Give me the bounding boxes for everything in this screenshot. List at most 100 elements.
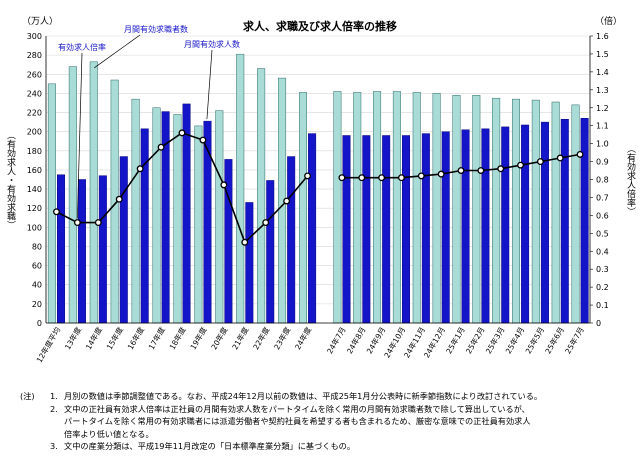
bar-job-offers bbox=[342, 135, 351, 324]
bar-job-offers bbox=[308, 133, 317, 324]
left-tick-label: 120 bbox=[27, 204, 42, 213]
right-tick-label: 0.4 bbox=[596, 247, 609, 256]
x-tick-label: 24年度 bbox=[292, 325, 313, 352]
bar-job-offers bbox=[580, 118, 589, 324]
ratio-marker bbox=[338, 174, 346, 182]
note-number: 2. bbox=[50, 403, 58, 414]
chart-title: 求人、求職及び求人倍率の推移 bbox=[243, 19, 397, 33]
x-tick-label: 19年度 bbox=[188, 325, 209, 352]
left-tick-label: 0 bbox=[37, 319, 42, 328]
callout-leader bbox=[77, 52, 83, 219]
right-tick-label: 0.8 bbox=[596, 176, 609, 185]
ratio-marker bbox=[94, 219, 102, 226]
note-text: 文中の正社員有効求人倍率は正社員の月間有効求人数をパートタイムを除く常用の月間有… bbox=[64, 403, 531, 439]
bar-job-seekers bbox=[432, 93, 441, 324]
bar-job-seekers bbox=[353, 92, 362, 324]
bar-job-seekers bbox=[333, 91, 342, 324]
ratio-marker bbox=[417, 172, 425, 180]
ratio-marker bbox=[517, 161, 524, 169]
x-tick-label: 13年度 bbox=[62, 325, 83, 352]
bar-job-seekers bbox=[551, 101, 560, 324]
right-tick-label: 0.2 bbox=[596, 283, 609, 292]
ratio-marker bbox=[53, 208, 60, 216]
x-tick-label: 25年7月 bbox=[563, 325, 586, 355]
right-axis-ticks: 0 0.1 0.2 0.3 0.4 0.5 0.6 0.7 0.8 0.9 1.0 1.1 1.2 1.3… bbox=[590, 32, 609, 328]
bar-job-offers bbox=[182, 103, 191, 324]
ratio-marker bbox=[136, 165, 144, 173]
x-tick-label: 14年度 bbox=[83, 325, 104, 352]
left-tick-label: 80 bbox=[32, 242, 42, 251]
ratio-marker bbox=[262, 219, 270, 226]
ratio-marker bbox=[178, 129, 186, 137]
bar-job-offers bbox=[119, 156, 128, 324]
bar-job-offers bbox=[287, 156, 296, 324]
left-tick-label: 160 bbox=[27, 166, 42, 175]
ratio-marker bbox=[199, 136, 207, 144]
left-axis-ticks: 0 20 40 60 80 100 120 140 160 180 200 220 240 260 280 3… bbox=[27, 32, 42, 328]
bar-job-offers bbox=[266, 180, 275, 324]
bar-job-seekers bbox=[298, 92, 307, 324]
right-tick-label: 1.0 bbox=[596, 140, 609, 149]
callout-label: 月間有効求人数 bbox=[184, 39, 240, 49]
bar-job-seekers bbox=[373, 91, 382, 324]
bar-job-offers bbox=[560, 118, 569, 324]
ratio-marker bbox=[358, 174, 366, 182]
x-axis-labels: 12年度平均 13年度 14年度 15年度 16年度 17年度 18年度 19年度 20年度 21… bbox=[34, 325, 586, 365]
right-axis-unit: （倍） bbox=[595, 15, 622, 27]
bar-job-offers bbox=[421, 133, 430, 324]
right-tick-label: 0.6 bbox=[596, 211, 609, 220]
x-tick-label: 20年度 bbox=[209, 325, 230, 352]
notes-label: (注) bbox=[20, 391, 35, 401]
bar-job-offers bbox=[362, 135, 371, 324]
right-tick-label: 1.3 bbox=[596, 86, 609, 95]
bar-job-seekers bbox=[236, 53, 245, 324]
ratio-marker bbox=[283, 197, 291, 205]
note-text: 月別の数値は季節調整値である。なお、平成24年12月以前の数値は、平成25年1月… bbox=[64, 391, 543, 401]
left-tick-label: 200 bbox=[27, 128, 42, 137]
ratio-marker bbox=[536, 158, 544, 166]
left-tick-label: 260 bbox=[27, 70, 42, 79]
x-tick-label: 23年度 bbox=[271, 325, 292, 352]
left-tick-label: 140 bbox=[27, 185, 42, 194]
note-number: 3. bbox=[50, 441, 58, 452]
right-tick-label: 0.7 bbox=[596, 193, 609, 202]
ratio-marker bbox=[241, 238, 249, 246]
left-tick-label: 40 bbox=[32, 281, 42, 290]
right-tick-label: 0.5 bbox=[596, 229, 609, 238]
x-tick-label: 12年度平均 bbox=[34, 325, 62, 364]
x-tick-label: 22年度 bbox=[250, 325, 271, 352]
bar-job-offers bbox=[441, 131, 450, 324]
note-text: 文中の産業分類は、平成19年11月改定の「日本標準産業分類」に基づくもの。 bbox=[64, 441, 356, 452]
ratio-marker bbox=[497, 165, 505, 173]
left-tick-label: 280 bbox=[27, 51, 42, 60]
left-axis-unit: （万人） bbox=[22, 16, 58, 27]
right-tick-label: 1.5 bbox=[596, 50, 609, 59]
bar-job-seekers bbox=[68, 66, 77, 324]
ratio-marker bbox=[457, 167, 465, 174]
ratio-marker bbox=[115, 195, 123, 203]
x-tick-label: 16年度 bbox=[125, 325, 146, 352]
notes: (注) 1. 月別の数値は季節調整値である。なお、平成24年12月以前の数値は、… bbox=[20, 390, 630, 453]
ratio-marker bbox=[73, 219, 81, 226]
ratio-marker bbox=[378, 174, 386, 182]
left-tick-label: 60 bbox=[32, 262, 42, 271]
left-tick-label: 180 bbox=[27, 147, 42, 156]
ratio-marker bbox=[157, 143, 165, 151]
x-tick-label: 18年度 bbox=[167, 325, 188, 352]
bar-job-offers bbox=[77, 179, 86, 324]
left-tick-label: 220 bbox=[27, 109, 42, 118]
bar-job-seekers bbox=[511, 98, 520, 324]
bar-job-seekers bbox=[492, 97, 501, 324]
right-tick-label: 1.2 bbox=[596, 104, 609, 113]
bar-job-offers bbox=[481, 128, 490, 324]
left-tick-label: 240 bbox=[27, 89, 42, 98]
bar-job-offers bbox=[402, 135, 411, 324]
bar-job-offers bbox=[140, 128, 149, 324]
bar-job-offers bbox=[461, 129, 470, 324]
bar-job-seekers bbox=[131, 98, 140, 324]
bar-job-seekers bbox=[257, 68, 266, 324]
note-number: 1. bbox=[50, 391, 58, 401]
right-tick-label: 1.6 bbox=[596, 32, 609, 41]
bar-job-offers bbox=[98, 175, 107, 324]
